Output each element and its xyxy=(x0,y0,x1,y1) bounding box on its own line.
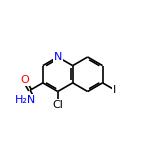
Text: N: N xyxy=(54,52,62,62)
Text: Cl: Cl xyxy=(52,100,63,110)
Text: O: O xyxy=(20,75,29,85)
Text: H₂N: H₂N xyxy=(15,95,36,105)
Text: I: I xyxy=(113,85,116,95)
